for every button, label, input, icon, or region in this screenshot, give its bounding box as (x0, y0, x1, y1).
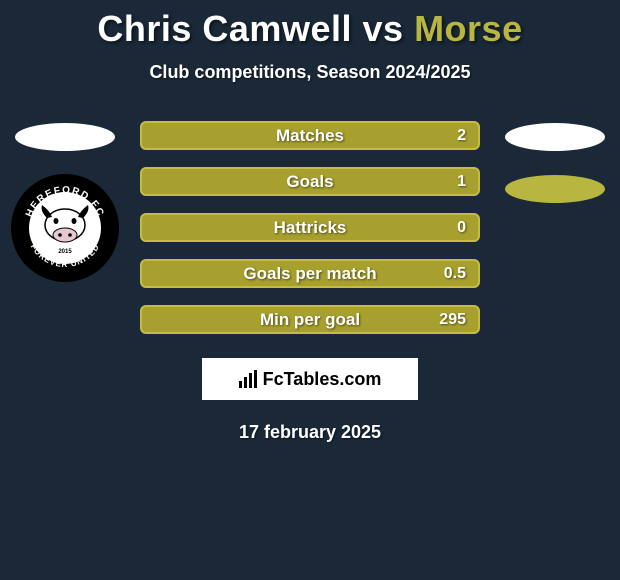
brand-watermark: FcTables.com (202, 358, 418, 400)
stat-value: 295 (439, 311, 466, 329)
stat-bar-gpm: Goals per match 0.5 (140, 259, 480, 288)
player1-avatar-placeholder (15, 123, 115, 151)
bar-chart-icon (239, 370, 257, 388)
player2-name: Morse (414, 8, 523, 49)
stat-bar-matches: Matches 2 (140, 121, 480, 150)
stat-label: Min per goal (260, 310, 360, 330)
player1-name: Chris Camwell (97, 8, 352, 49)
badge-year: 2015 (58, 249, 72, 255)
stat-label: Goals (286, 172, 333, 192)
content-area: HEREFORD FC FOREVER UNITED 2015 (0, 121, 620, 443)
date-text: 17 february 2025 (0, 422, 620, 443)
comparison-title: Chris Camwell vs Morse (0, 0, 620, 50)
stat-label: Goals per match (243, 264, 376, 284)
stats-bars: Matches 2 Goals 1 Hattricks 0 Goals per … (140, 121, 480, 334)
stat-value: 0.5 (444, 265, 466, 283)
stat-value: 2 (457, 127, 466, 145)
stat-value: 1 (457, 173, 466, 191)
stat-bar-hattricks: Hattricks 0 (140, 213, 480, 242)
right-column (500, 121, 610, 203)
player1-club-badge: HEREFORD FC FOREVER UNITED 2015 (10, 173, 120, 283)
stat-bar-goals: Goals 1 (140, 167, 480, 196)
stat-value: 0 (457, 219, 466, 237)
left-column: HEREFORD FC FOREVER UNITED 2015 (10, 121, 120, 283)
brand-text: FcTables.com (263, 369, 382, 390)
stat-label: Matches (276, 126, 344, 146)
player2-club-placeholder (505, 175, 605, 203)
stat-label: Hattricks (274, 218, 347, 238)
vs-text: vs (363, 8, 404, 49)
stat-bar-mpg: Min per goal 295 (140, 305, 480, 334)
subtitle: Club competitions, Season 2024/2025 (0, 62, 620, 83)
player2-avatar-placeholder (505, 123, 605, 151)
